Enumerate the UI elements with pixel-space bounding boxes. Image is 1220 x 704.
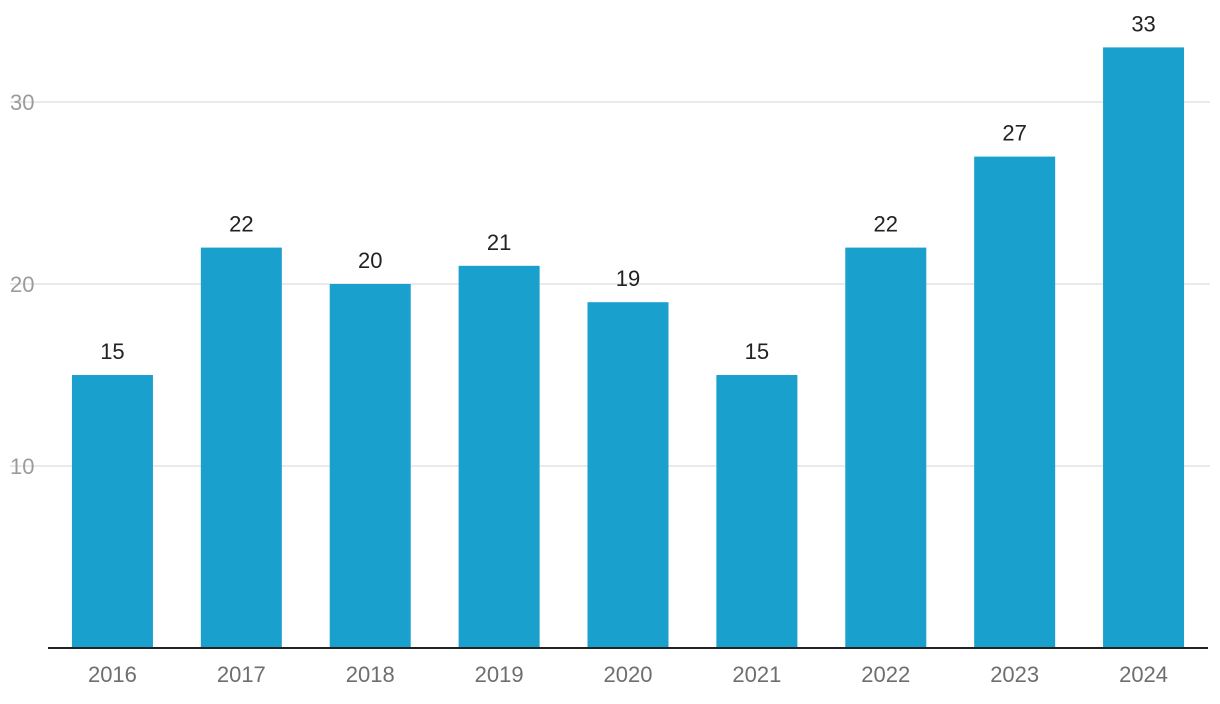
bar: [974, 156, 1056, 648]
y-tick-label: 30: [10, 90, 34, 115]
data-labels: 15 22 20 21 19 15 22 27 33: [100, 11, 1156, 364]
data-label: 21: [487, 230, 511, 255]
data-label: 22: [874, 212, 898, 237]
x-tick-label: 2023: [990, 662, 1039, 687]
bar: [587, 302, 669, 648]
bar: [71, 375, 153, 648]
bar: [458, 265, 540, 648]
x-tick-label: 2021: [732, 662, 781, 687]
x-tick-label: 2016: [88, 662, 137, 687]
x-tick-label: 2019: [475, 662, 524, 687]
data-label: 15: [745, 339, 769, 364]
x-tick-label: 2022: [861, 662, 910, 687]
x-tick-label: 2017: [217, 662, 266, 687]
data-label: 19: [616, 266, 640, 291]
data-label: 27: [1002, 121, 1026, 146]
x-axis-ticks: 2016 2017 2018 2019 2020 2021 2022 2023 2024: [88, 662, 1168, 687]
bars: [71, 47, 1185, 648]
y-tick-label: 20: [10, 272, 34, 297]
y-tick-label: 10: [10, 454, 34, 479]
bar: [200, 247, 282, 648]
bar: [845, 247, 927, 648]
bar: [329, 284, 411, 648]
x-tick-label: 2018: [346, 662, 395, 687]
data-label: 22: [229, 212, 253, 237]
bar: [1103, 47, 1185, 648]
x-tick-label: 2024: [1119, 662, 1168, 687]
y-axis-ticks: 10 20 30: [10, 90, 34, 479]
data-label: 15: [100, 339, 124, 364]
x-tick-label: 2020: [604, 662, 653, 687]
data-label: 20: [358, 248, 382, 273]
bar: [716, 375, 798, 648]
data-label: 33: [1131, 11, 1155, 36]
